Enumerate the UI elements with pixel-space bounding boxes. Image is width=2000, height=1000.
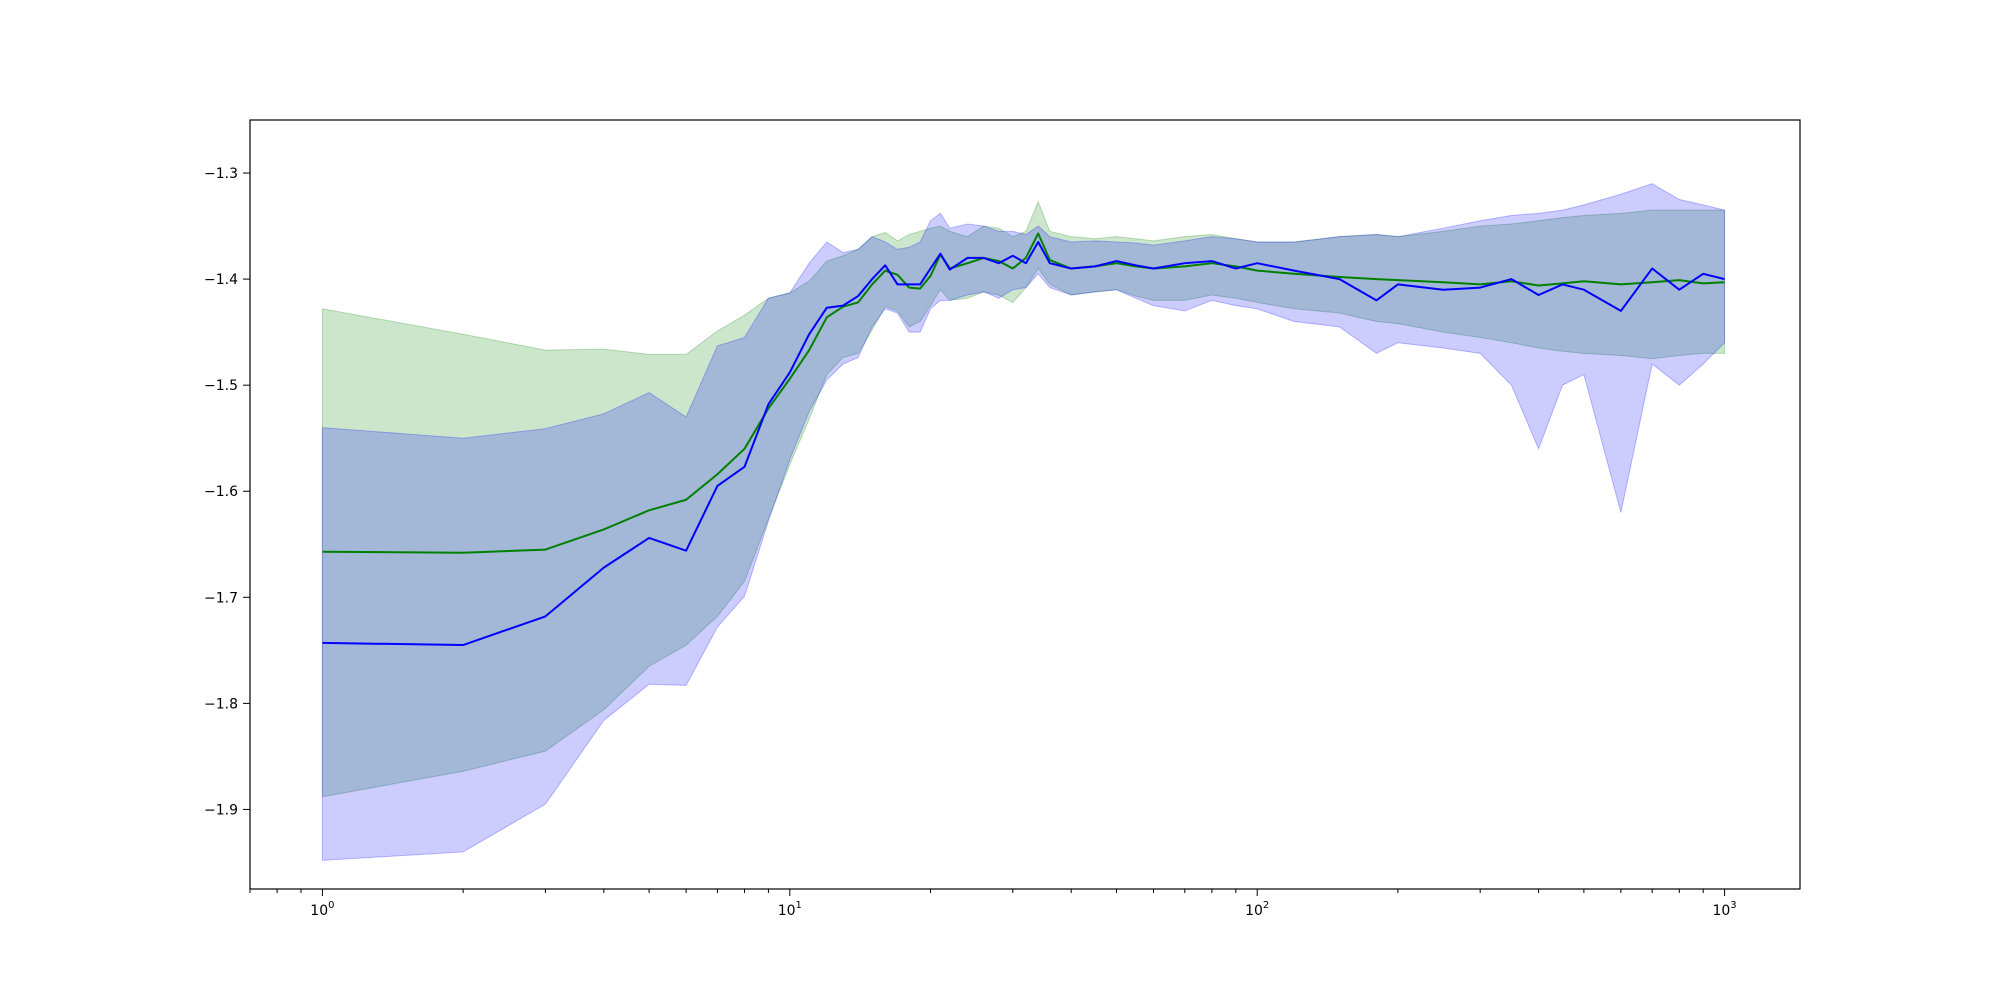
confidence-bands: [321, 183, 1726, 861]
x-tick-exponent: 0: [328, 900, 334, 911]
y-tick-label: −1.8: [204, 696, 238, 712]
x-tick-base: 10: [1712, 903, 1730, 919]
plot-frame: [249, 119, 1801, 890]
y-tick-label: −1.7: [204, 590, 238, 606]
y-tick-label: −1.9: [204, 802, 238, 818]
y-tick-label: −1.6: [204, 484, 238, 500]
x-tick-label: 103: [1712, 900, 1736, 919]
x-tick-label: 100: [310, 900, 334, 919]
series-2-band: [321, 183, 1726, 861]
y-tick-label: −1.3: [204, 166, 238, 182]
y-axis: −1.3 −1.4 −1.5 −1.6 −1.7 −1.8 −1.9: [204, 166, 250, 818]
x-axis: 100 101 102 103: [249, 889, 1737, 919]
x-tick-label: 101: [778, 900, 802, 919]
x-tick-label: 102: [1245, 900, 1269, 919]
x-tick-base: 10: [778, 903, 796, 919]
series-1-band: [321, 200, 1726, 798]
x-tick-base: 10: [1245, 903, 1263, 919]
x-tick-exponent: 1: [796, 900, 802, 911]
series-1-line: [322, 232, 1725, 554]
x-tick-exponent: 2: [1263, 900, 1269, 911]
y-tick-label: −1.5: [204, 378, 238, 394]
series-lines: [322, 232, 1725, 647]
x-tick-exponent: 3: [1730, 900, 1736, 911]
y-tick-label: −1.4: [204, 272, 238, 288]
x-tick-base: 10: [310, 903, 328, 919]
series-2-line: [322, 240, 1725, 647]
